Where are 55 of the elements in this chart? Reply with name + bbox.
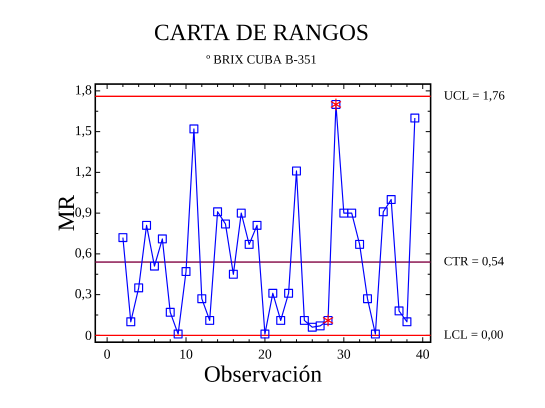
x-axis-title: Observación: [204, 366, 322, 382]
point: [268, 288, 278, 298]
y-tick-label: 1,8: [76, 85, 92, 97]
point: [339, 208, 348, 218]
point: [363, 294, 372, 304]
x-tick-label: 10: [180, 350, 192, 359]
point: [126, 317, 136, 326]
ref-line-label: LCL = 0,00: [444, 330, 503, 341]
ref-line-label: UCL = 1,76: [444, 91, 504, 102]
point: [166, 308, 175, 317]
point: [174, 330, 183, 339]
chart-title: CARTA DE RANGOS: [154, 24, 368, 40]
y-tick-label: 1,5: [76, 126, 92, 138]
point: [284, 288, 294, 298]
point: [276, 316, 286, 326]
point: [244, 240, 254, 250]
point: [300, 316, 309, 326]
point: [308, 322, 317, 332]
point: [205, 316, 214, 326]
point: [316, 322, 325, 331]
point: [142, 221, 152, 230]
point: [386, 195, 396, 204]
y-tick-label: 0,3: [75, 289, 92, 300]
point: [252, 221, 262, 230]
point: [236, 208, 246, 218]
point: [410, 114, 420, 123]
point: [260, 330, 270, 339]
ref-line-label: CTR = 0,54: [444, 257, 504, 268]
point: [402, 317, 412, 326]
y-tick-label: 0,9: [75, 208, 92, 219]
point: [134, 283, 144, 292]
y-axis-title: MR: [58, 195, 74, 231]
y-tick-label: 1,2: [76, 166, 92, 178]
x-tick-label: 40: [416, 350, 430, 359]
point: [197, 294, 206, 304]
point: [189, 124, 198, 134]
point: [220, 220, 230, 229]
point: [394, 306, 404, 316]
point: [292, 166, 301, 176]
point: [347, 208, 356, 218]
chart-subtitle: º BRIX CUBA B-351: [206, 55, 316, 64]
y-tick-label: 0: [86, 330, 92, 340]
point: [118, 233, 128, 242]
point: [378, 207, 388, 216]
point: [158, 234, 167, 244]
point: [182, 267, 191, 276]
point: [355, 240, 364, 250]
x-tick-label: 20: [258, 350, 272, 359]
point: [228, 270, 238, 279]
point: [370, 330, 380, 339]
x-tick-label: 30: [338, 350, 350, 359]
point: [213, 207, 222, 216]
x-tick-label: 0: [104, 350, 110, 359]
y-tick-label: 0,6: [75, 248, 92, 260]
point: [150, 262, 159, 271]
